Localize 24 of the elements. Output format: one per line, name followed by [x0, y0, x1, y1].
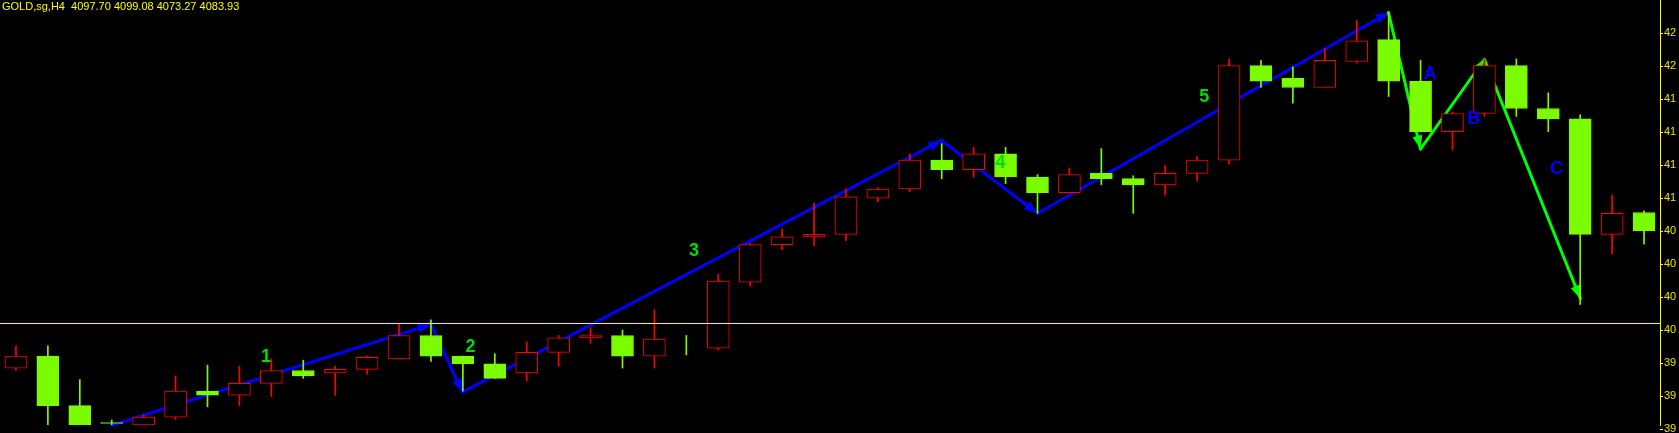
- annotation: 4: [995, 151, 1006, 172]
- text: 40: [1664, 224, 1677, 237]
- candlestick: [451, 355, 475, 392]
- text: 39: [1664, 389, 1677, 402]
- text: 41: [1664, 125, 1677, 138]
- annotation: A: [1423, 63, 1437, 84]
- text: 40: [1664, 290, 1677, 303]
- candlestick: [1121, 175, 1145, 214]
- text: 42: [1664, 59, 1677, 72]
- text: 42: [1664, 26, 1677, 39]
- text: 40: [1664, 257, 1677, 270]
- annotation: 2: [465, 336, 476, 357]
- annotation: B: [1467, 107, 1481, 128]
- text: 39: [1664, 356, 1677, 369]
- annotation: C: [1549, 157, 1563, 178]
- text: 41: [1664, 158, 1677, 171]
- annotation: 5: [1199, 86, 1210, 107]
- text: 40: [1664, 323, 1677, 336]
- chart-title: GOLD,sg,H4 4097.70 4099.08 4073.27 4083.93: [2, 0, 240, 12]
- annotation: 1: [260, 346, 271, 367]
- text: 41: [1664, 92, 1677, 105]
- annotation: 3: [688, 239, 699, 260]
- text: 39: [1664, 422, 1677, 433]
- text: 41: [1664, 191, 1677, 204]
